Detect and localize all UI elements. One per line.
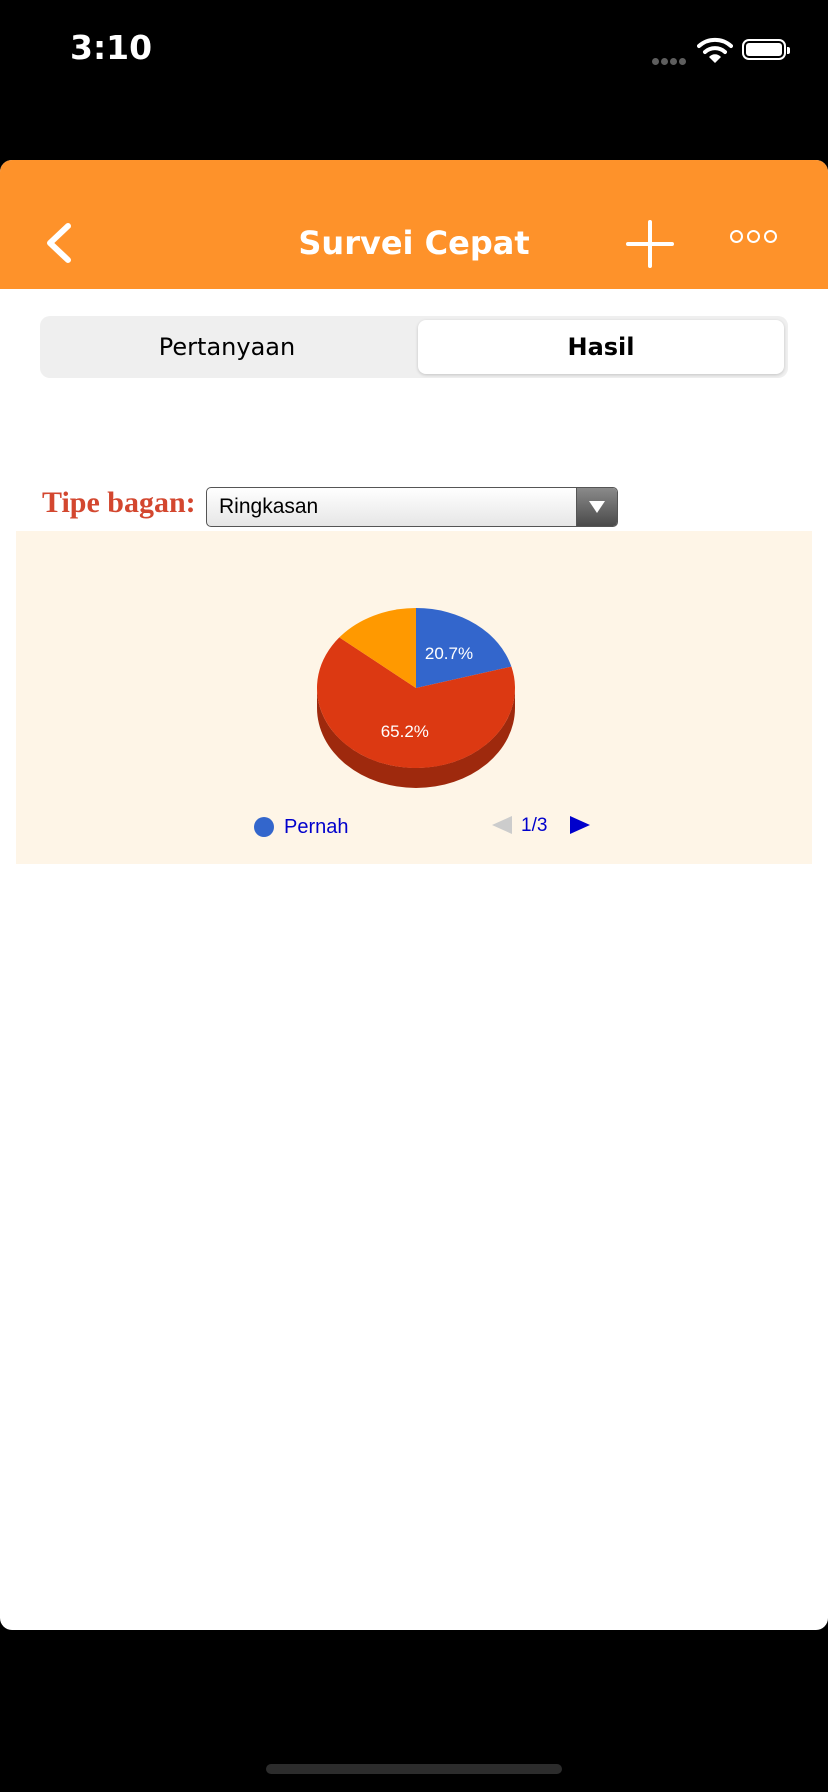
status-bar: 3:10 [0,0,828,100]
home-indicator [266,1764,562,1774]
legend-prev-icon[interactable] [492,816,512,834]
pie-slice-side-1 [317,688,515,788]
chart-type-label: Tipe bagan: [42,486,196,519]
legend-label: Pernah [284,816,349,838]
legend-marker [254,817,274,837]
nav-bar: Survei Cepat [0,160,828,289]
more-options-button[interactable] [730,230,790,254]
tab-pertanyaan[interactable]: Pertanyaan [158,333,296,361]
battery-icon [742,39,790,60]
app-sheet: Survei Cepat Pertanyaan Hasil Tipe bagan… [0,160,828,1630]
legend-page-indicator: 1/3 [521,815,548,836]
pie-data-label-0: 20.7% [425,644,473,663]
wifi-icon [697,37,733,63]
cellular-signal-icon [652,52,688,70]
segmented-control: Pertanyaan Hasil [40,316,788,378]
legend-pager: 1/3 [492,812,592,838]
back-button[interactable] [38,218,84,268]
chart-area: 20.7% 65.2% Pernah 1/3 [16,531,812,864]
pie-data-label-1: 65.2% [381,722,429,741]
tab-hasil[interactable]: Hasil [418,320,784,374]
add-button[interactable] [626,220,674,268]
page-title: Survei Cepat [298,224,530,262]
pie-slice-0[interactable] [416,608,512,688]
pie-chart: 20.7% 65.2% [317,608,515,788]
status-time: 3:10 [70,28,153,67]
chart-type-value: Ringkasan [219,495,319,518]
dropdown-arrow-icon [576,488,617,526]
chart-type-select[interactable]: Ringkasan [206,487,618,527]
pie-slice-1[interactable] [317,637,515,768]
legend-next-icon[interactable] [570,816,590,834]
pie-slice-2[interactable] [339,608,416,688]
